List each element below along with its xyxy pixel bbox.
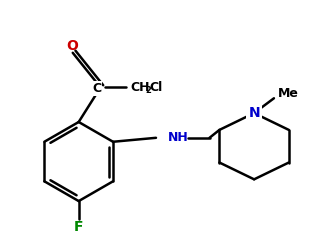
Text: N: N [248,106,260,120]
Text: CH: CH [130,81,150,94]
Text: O: O [66,39,78,53]
Text: Cl: Cl [149,81,162,94]
Text: Me: Me [278,87,299,100]
Text: C: C [92,82,101,95]
Text: NH: NH [168,131,189,144]
Text: F: F [74,220,83,234]
Text: 2: 2 [145,86,151,95]
